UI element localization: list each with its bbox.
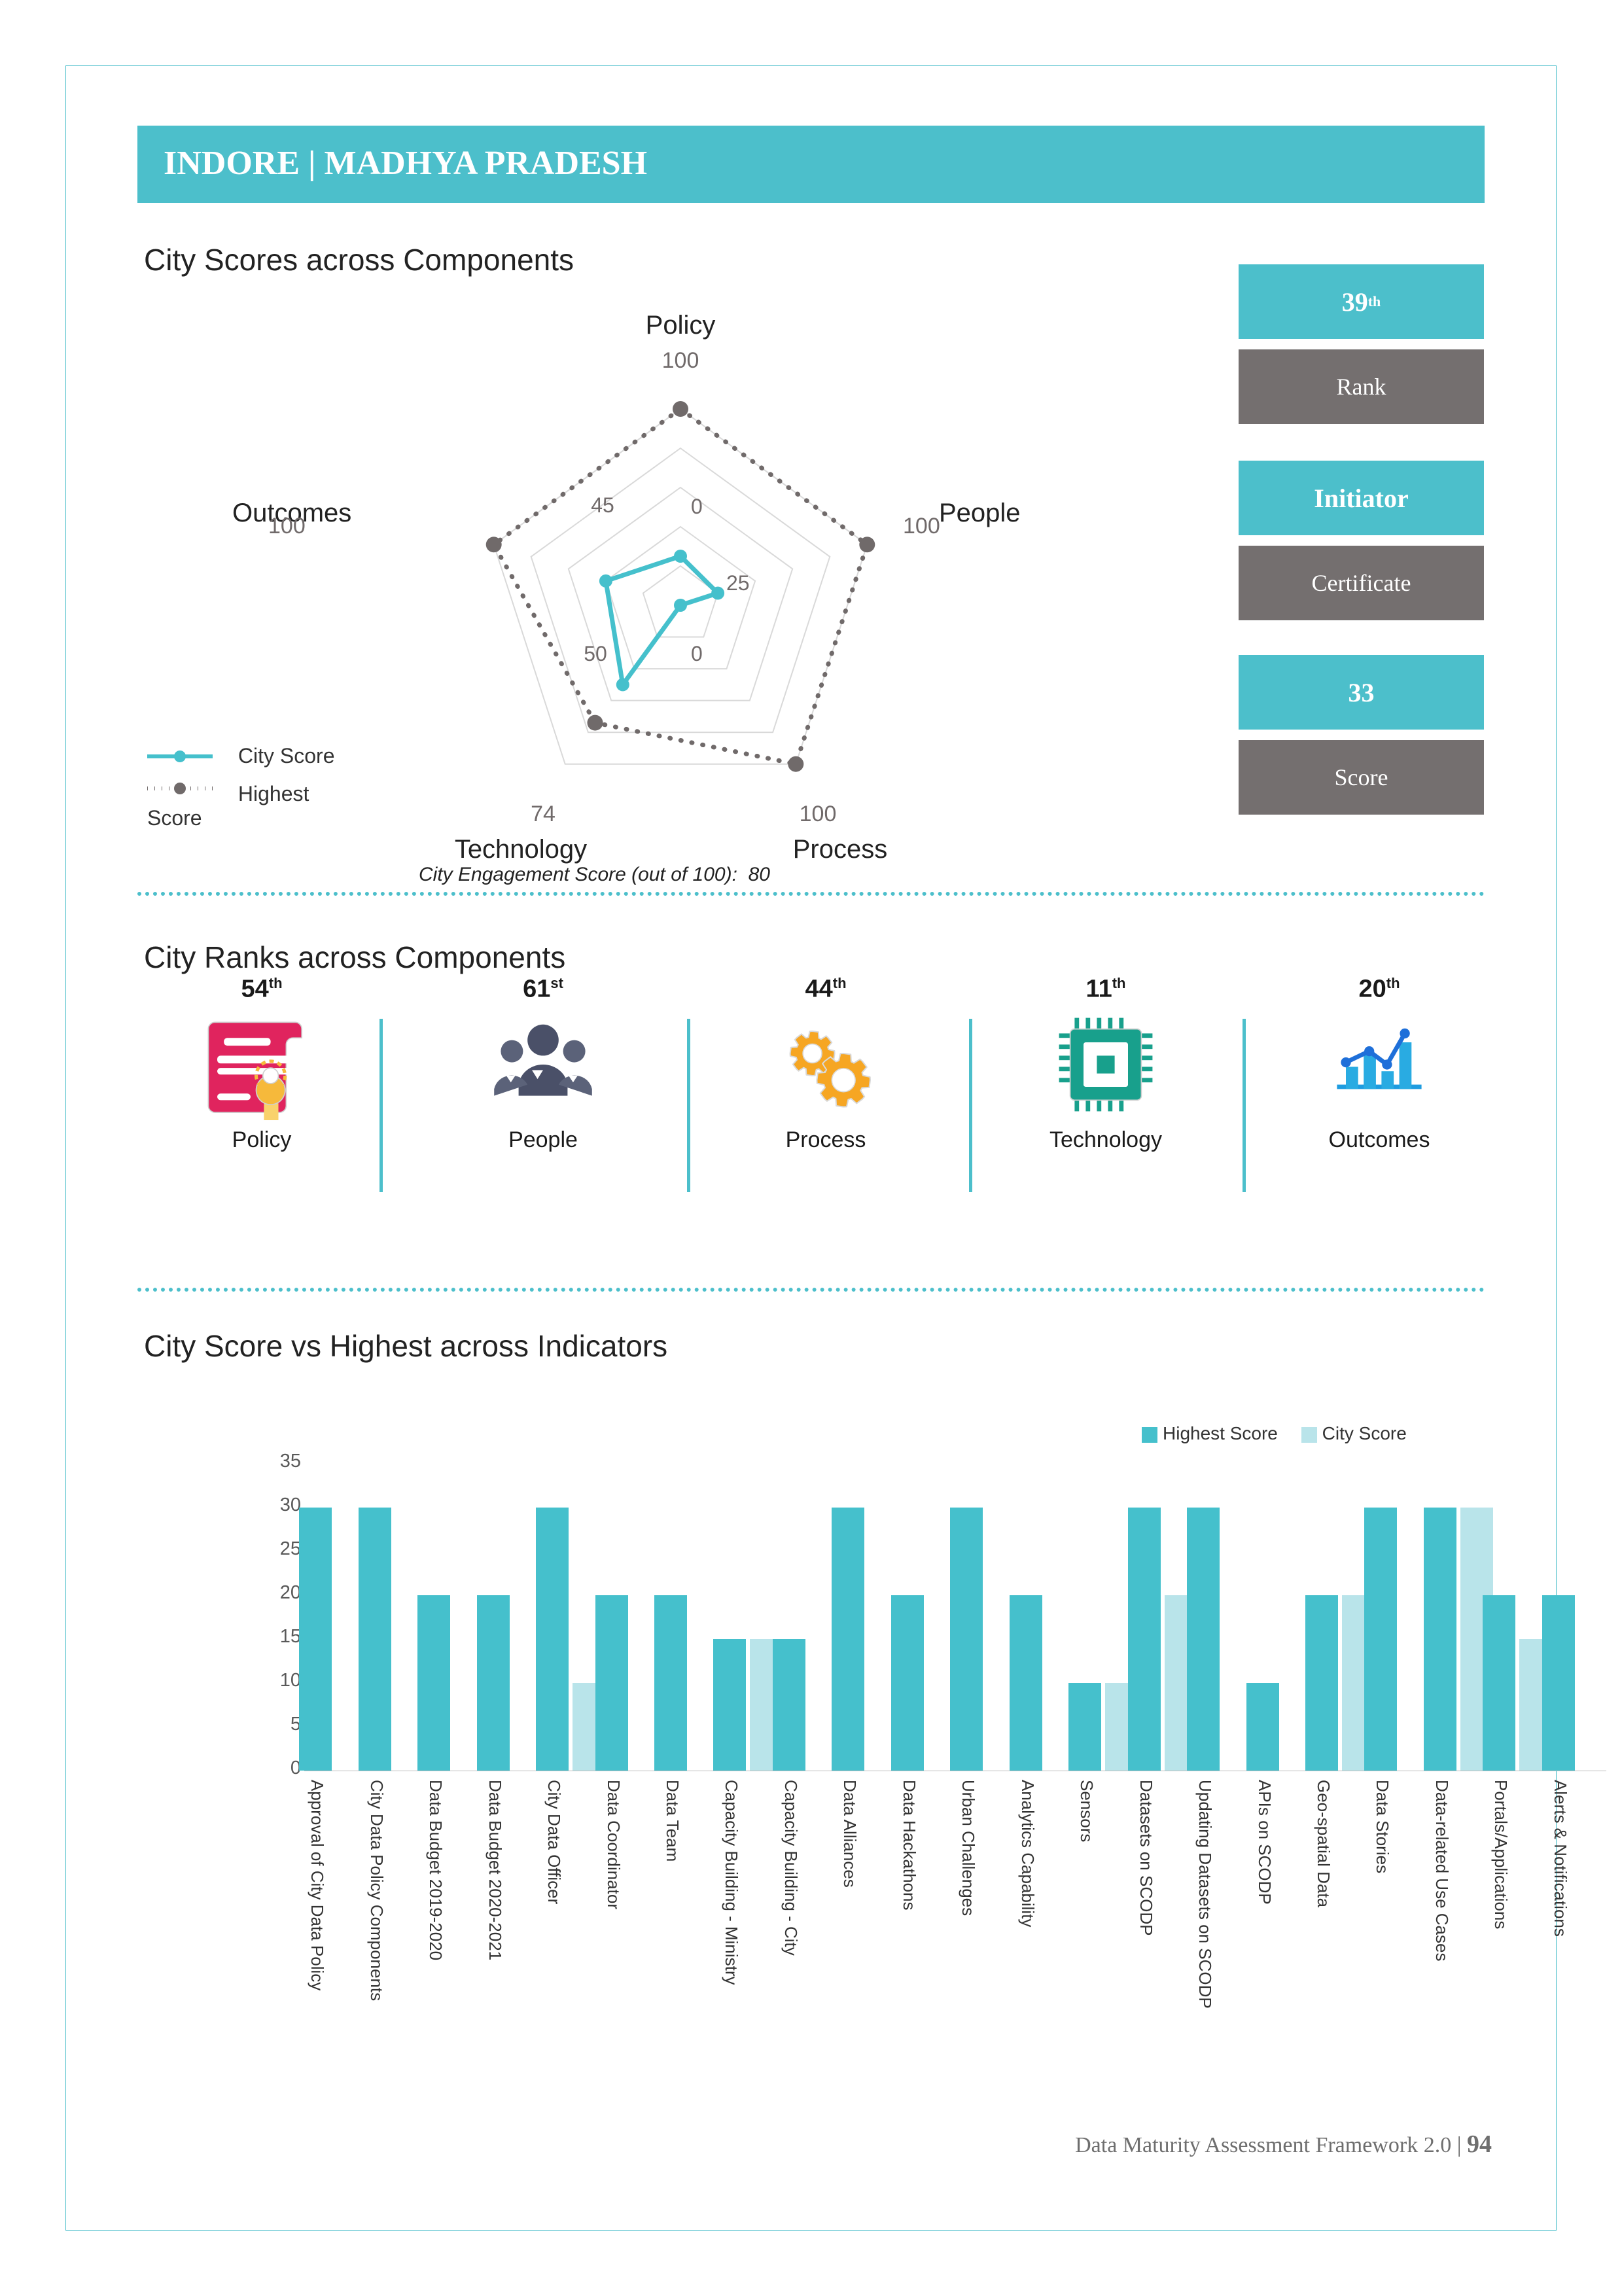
svg-text:Policy: Policy bbox=[646, 311, 716, 340]
svg-text:100: 100 bbox=[800, 802, 837, 826]
svg-text:0: 0 bbox=[691, 495, 703, 518]
svg-text:25: 25 bbox=[726, 571, 750, 595]
svg-text:45: 45 bbox=[591, 493, 614, 517]
svg-text:Technology: Technology bbox=[455, 835, 587, 864]
svg-text:0: 0 bbox=[691, 642, 703, 665]
svg-text:50: 50 bbox=[584, 642, 607, 665]
svg-text:100: 100 bbox=[903, 514, 940, 539]
svg-text:74: 74 bbox=[531, 802, 555, 826]
svg-text:100: 100 bbox=[268, 514, 306, 539]
svg-text:100: 100 bbox=[662, 348, 699, 373]
svg-text:People: People bbox=[939, 499, 1021, 527]
svg-text:Process: Process bbox=[793, 835, 888, 864]
